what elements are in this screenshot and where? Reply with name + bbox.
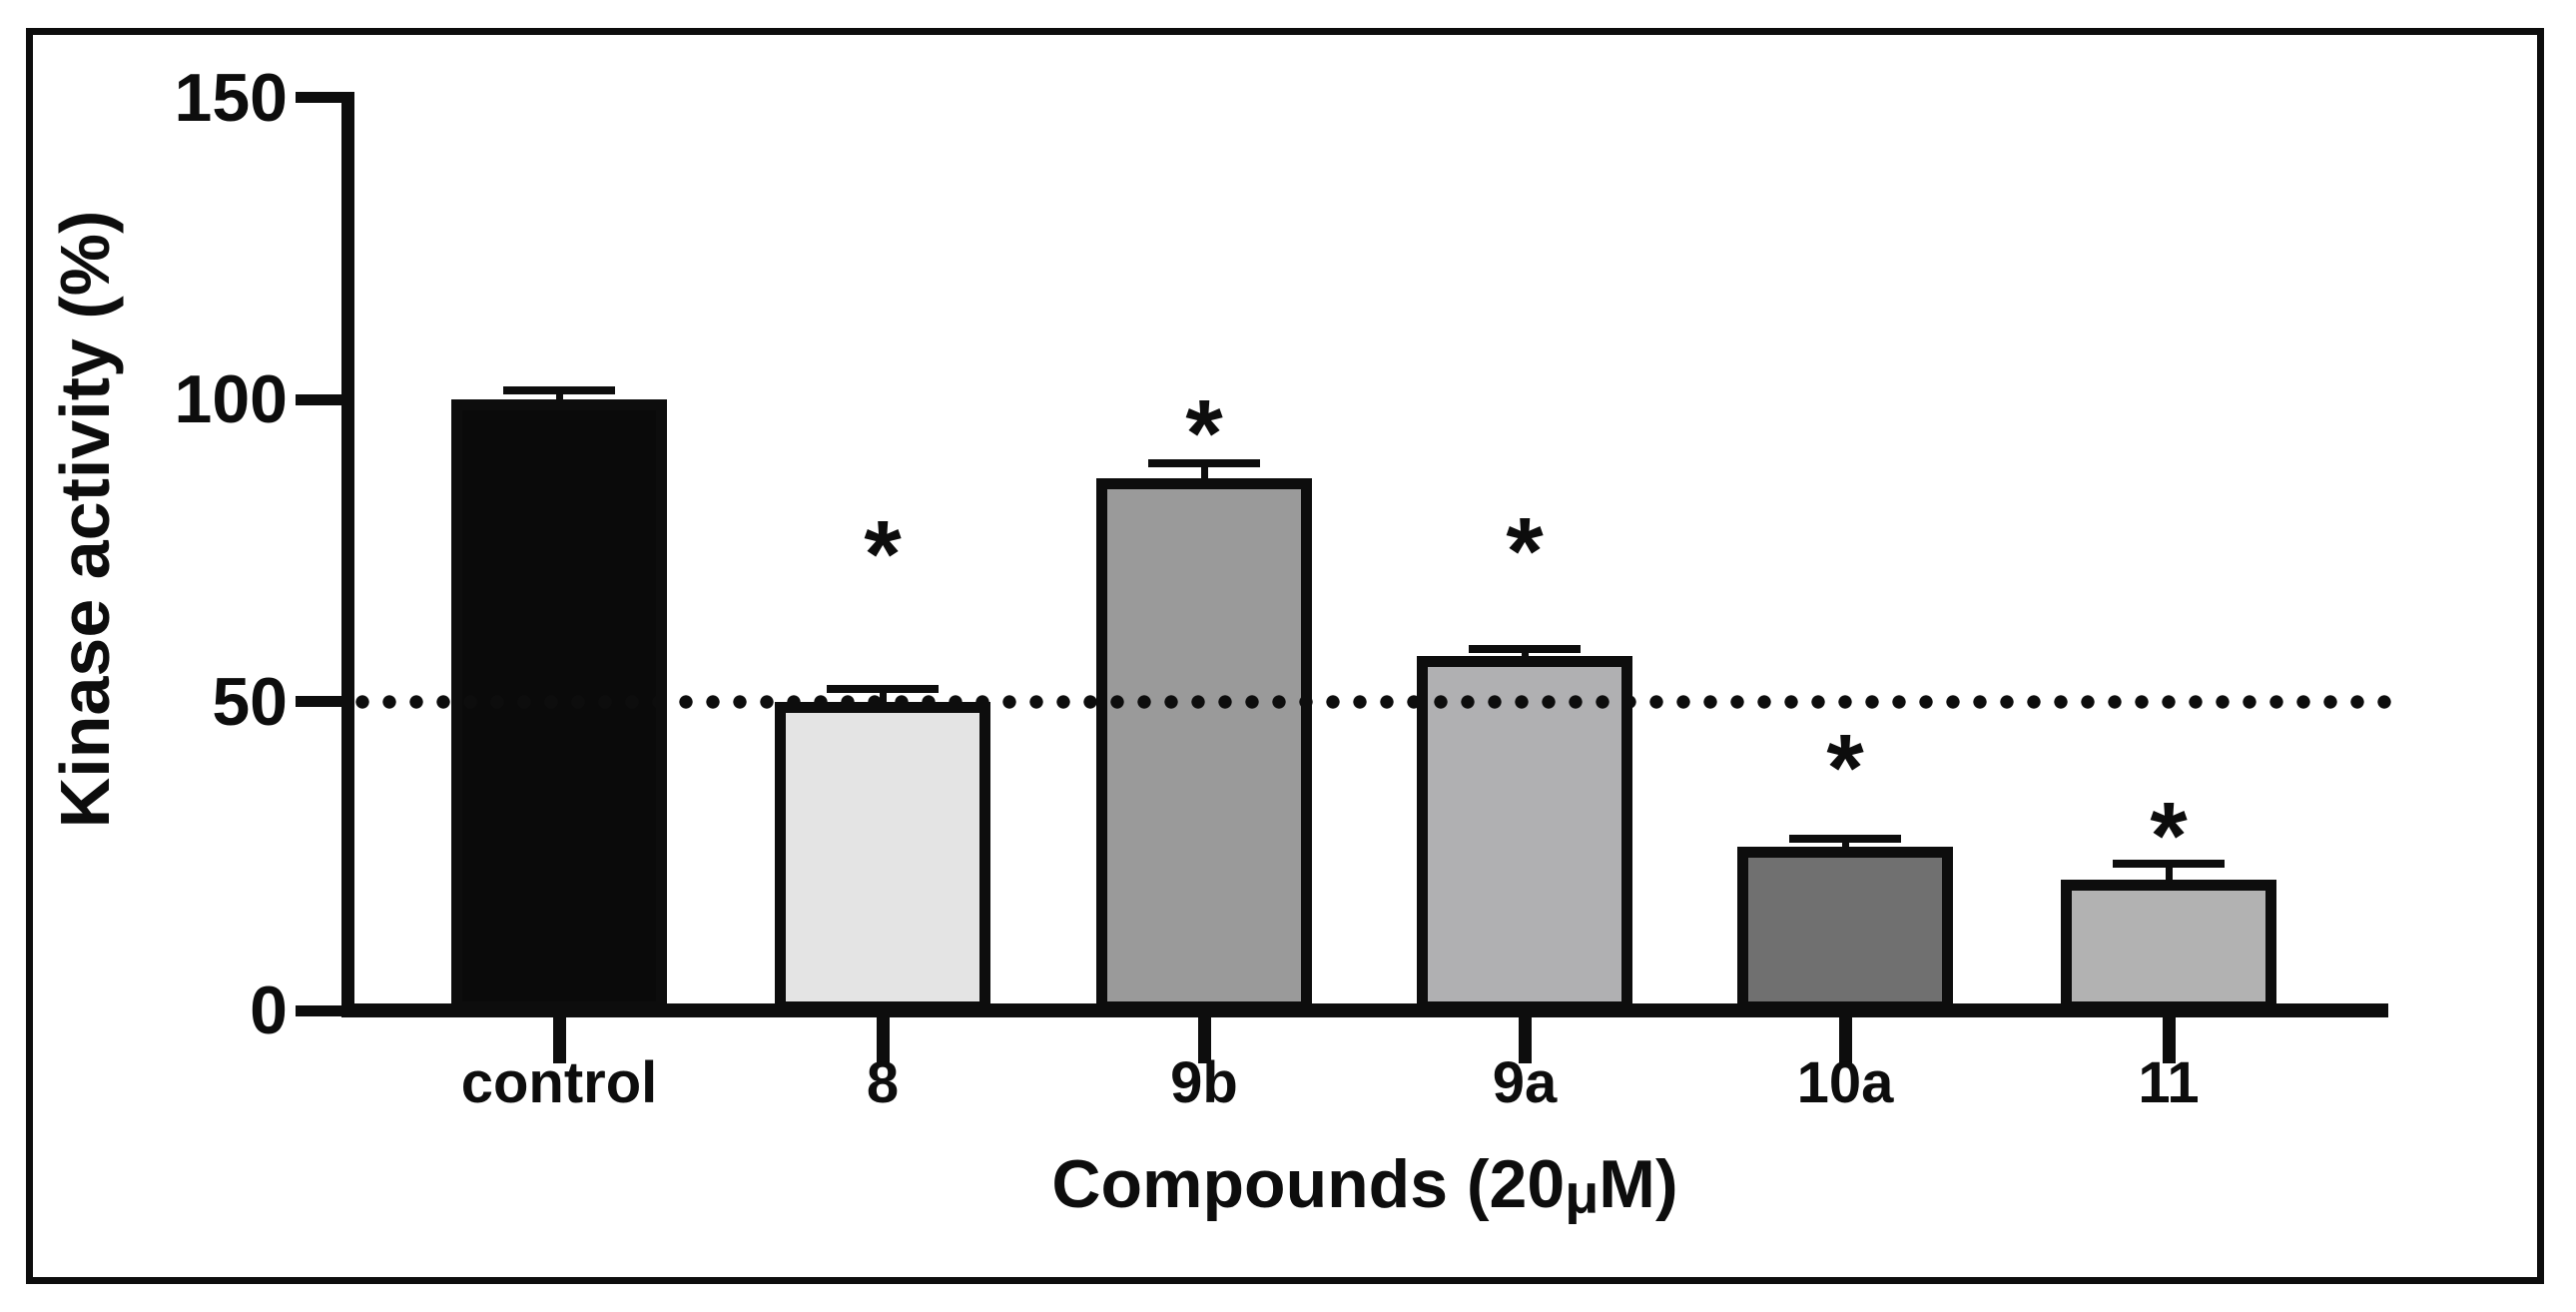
y-axis-line xyxy=(341,92,354,1017)
x-tick xyxy=(1518,1017,1532,1063)
x-tick-label-11: 11 xyxy=(2138,1050,2200,1115)
x-axis-title: Compounds (20μM) xyxy=(1051,1150,1677,1222)
bar-8 xyxy=(775,701,990,1012)
mu-symbol: μ xyxy=(1565,1162,1600,1225)
bar-10a xyxy=(1737,846,1953,1012)
x-tick xyxy=(552,1017,566,1063)
x-axis-title-suffix: M) xyxy=(1599,1146,1678,1222)
x-tick-label-9b: 9b xyxy=(1170,1050,1238,1115)
error-bar-cap xyxy=(827,685,939,694)
significance-star: * xyxy=(1826,715,1864,823)
error-bar-cap xyxy=(503,385,615,394)
x-tick-label-9a: 9a xyxy=(1492,1050,1558,1115)
x-tick-label-10a: 10a xyxy=(1796,1050,1894,1115)
y-tick-label: 150 xyxy=(174,59,288,136)
x-axis-line xyxy=(341,1003,2388,1017)
x-tick-label-8: 8 xyxy=(866,1050,900,1115)
x-tick xyxy=(1197,1017,1211,1063)
y-tick xyxy=(296,393,341,405)
bar-11 xyxy=(2061,879,2276,1012)
x-tick xyxy=(2162,1017,2176,1063)
y-axis-title: Kinase activity (%) xyxy=(46,210,124,829)
y-tick xyxy=(296,696,341,707)
x-tick-label-control: control xyxy=(460,1050,658,1115)
error-bar-cap xyxy=(2113,859,2225,868)
significance-star: * xyxy=(864,501,902,609)
reference-dotted-line xyxy=(355,694,2401,709)
x-axis-title-prefix: Compounds (20 xyxy=(1051,1146,1566,1222)
y-tick-label: 50 xyxy=(212,663,288,740)
error-bar-cap xyxy=(1789,835,1901,844)
x-tick xyxy=(1838,1017,1852,1063)
significance-star: * xyxy=(2150,783,2188,891)
significance-star: * xyxy=(1506,498,1544,606)
bar-9a xyxy=(1417,656,1632,1012)
y-tick xyxy=(296,1004,341,1016)
y-tick xyxy=(296,92,341,103)
y-tick-label: 0 xyxy=(250,973,288,1048)
x-tick xyxy=(876,1017,890,1063)
y-tick-label: 100 xyxy=(174,361,288,437)
bar-9b xyxy=(1096,477,1312,1012)
significance-star: * xyxy=(1185,380,1223,488)
error-bar-cap xyxy=(1148,458,1260,467)
error-bar-cap xyxy=(1469,644,1581,653)
